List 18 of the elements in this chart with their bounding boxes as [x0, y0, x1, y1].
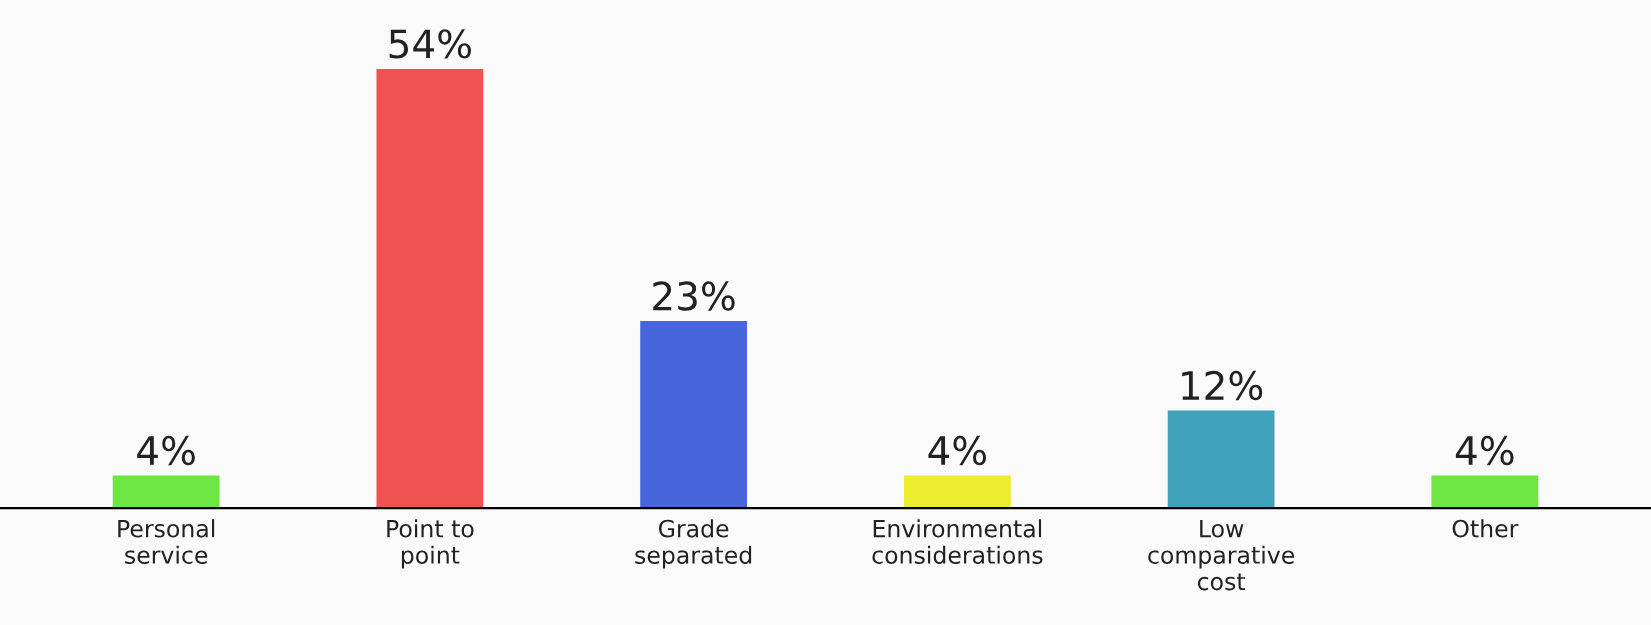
bar — [112, 475, 220, 509]
data-label: 4% — [928, 435, 987, 466]
x-tick-label: Point to point — [387, 519, 474, 569]
data-label: 12% — [1182, 370, 1263, 401]
x-tick-label: Environmental considerations — [872, 519, 1043, 564]
x-tick-label: Personal service — [118, 519, 215, 564]
bar — [1431, 475, 1539, 509]
x-tick-label: Other — [1452, 519, 1519, 538]
data-label: 4% — [137, 435, 195, 466]
x-tick-label: Grade separated — [635, 519, 752, 569]
data-label: 54% — [389, 29, 471, 59]
bar — [376, 68, 484, 509]
bar — [1167, 410, 1275, 509]
bar — [903, 475, 1011, 509]
bar — [640, 321, 748, 509]
data-label: 23% — [653, 281, 735, 311]
x-tick-label: Low comparative cost — [1148, 519, 1295, 591]
data-label: 4% — [1455, 435, 1514, 466]
